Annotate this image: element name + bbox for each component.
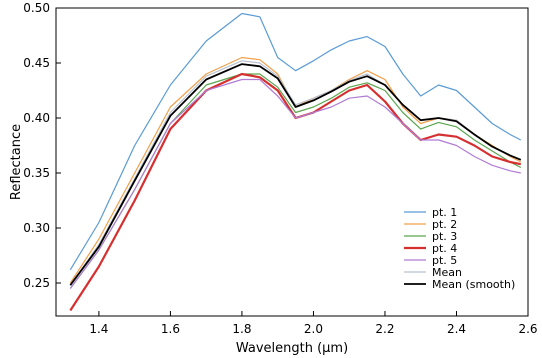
series-line (69, 78, 521, 289)
series-line (69, 12, 522, 271)
y-tick-label: 0.35 (23, 166, 50, 180)
x-axis-title: Wavelength (μm) (236, 341, 348, 356)
legend-label: pt. 4 (432, 242, 457, 255)
series-line (69, 72, 522, 312)
x-tick-label: 2.0 (304, 322, 323, 336)
legend-label: pt. 3 (432, 230, 457, 243)
y-tick-label: 0.30 (23, 221, 50, 235)
series-line (69, 73, 522, 289)
x-tick-label: 1.6 (161, 322, 180, 336)
legend-label: pt. 5 (432, 254, 457, 267)
x-axis: 1.4 1.6 1.8 2.0 2.2 2.4 2.6 (89, 311, 538, 336)
x-tick-label: 2.4 (447, 322, 466, 336)
x-tick-label: 1.4 (89, 322, 108, 336)
series-line (69, 63, 522, 286)
y-tick-label: 0.25 (23, 276, 50, 290)
y-axis: 0.25 0.30 0.35 0.40 0.45 0.50 (23, 1, 61, 290)
y-axis-title: Reflectance (9, 124, 24, 200)
legend-label: pt. 2 (432, 218, 457, 231)
x-tick-label: 1.8 (232, 322, 251, 336)
x-tick-label: 2.2 (375, 322, 394, 336)
legend-label: pt. 1 (432, 206, 457, 219)
series-layer (69, 12, 522, 312)
y-tick-label: 0.40 (23, 111, 50, 125)
y-tick-label: 0.50 (23, 1, 50, 15)
plot-area (55, 7, 529, 317)
legend-label: Mean (smooth) (432, 278, 515, 291)
y-tick-label: 0.45 (23, 56, 50, 70)
legend-label: Mean (432, 266, 462, 279)
x-tick-label: 2.6 (518, 322, 537, 336)
